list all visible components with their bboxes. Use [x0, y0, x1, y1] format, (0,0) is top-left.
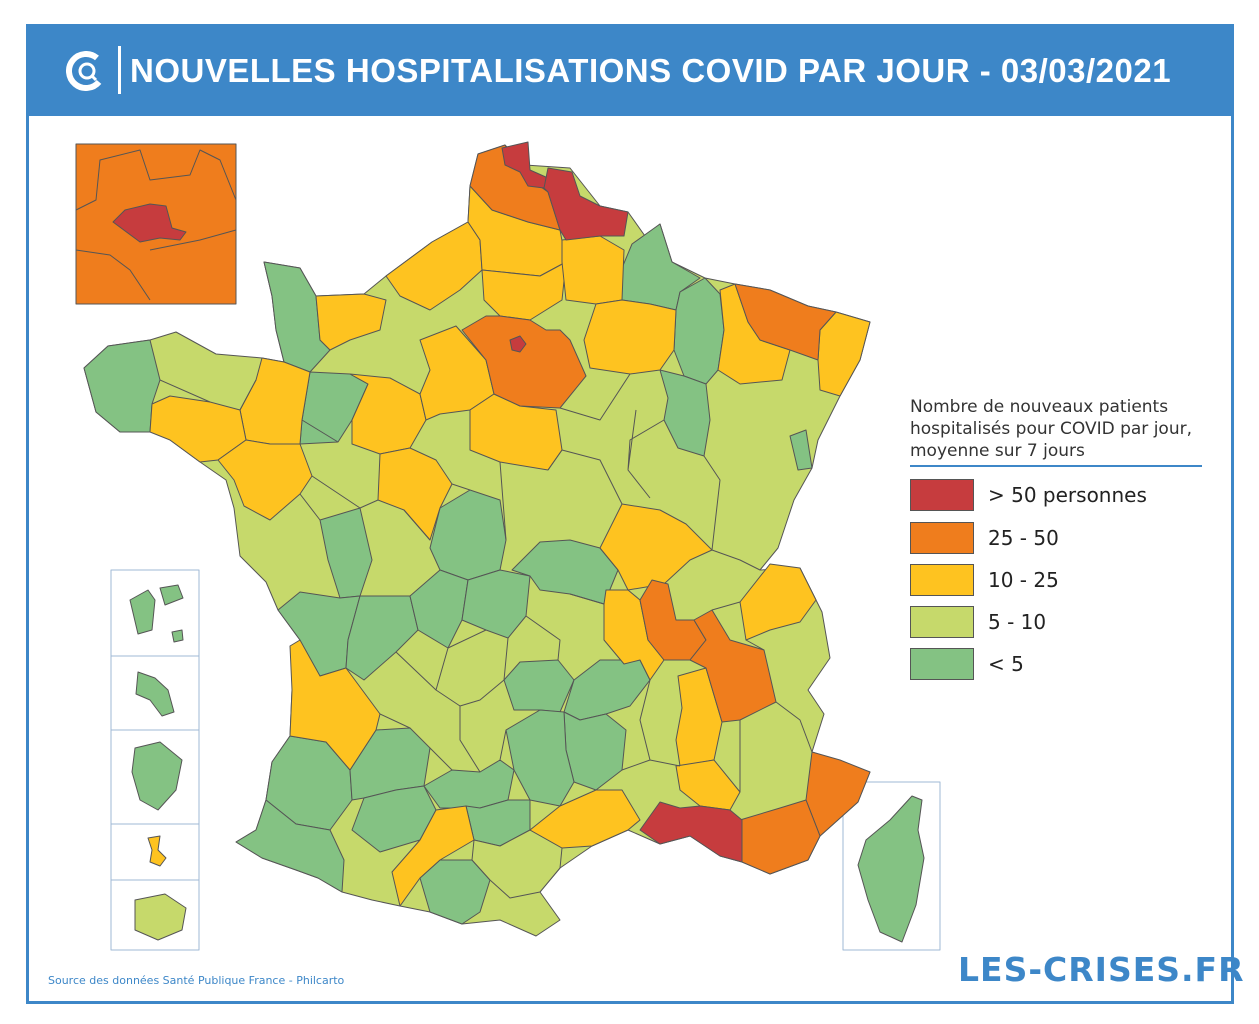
- department-region: [289, 639, 381, 771]
- department-region: [471, 829, 563, 899]
- department-region: [561, 235, 625, 305]
- paris-inset-boundary: [75, 149, 237, 211]
- guadeloupe-inset: [110, 569, 200, 657]
- department-border: [159, 373, 813, 792]
- department-region: [509, 335, 527, 353]
- brand-wordmark[interactable]: LES-CRISES.FR: [958, 950, 1245, 989]
- department-region: [734, 283, 837, 361]
- department-region: [599, 503, 713, 591]
- legend-swatch: [910, 606, 974, 638]
- reunion-inset: [110, 879, 200, 951]
- legend-item: 25 - 50: [910, 521, 1059, 555]
- department-region: [391, 805, 475, 907]
- department-region: [739, 563, 817, 641]
- legend-swatch: [910, 564, 974, 596]
- header-banner: NOUVELLES HOSPITALISATIONS COVID PAR JOU…: [26, 24, 1234, 116]
- department-region: [461, 569, 531, 639]
- department-region: [583, 299, 677, 375]
- legend-label: 5 - 10: [988, 610, 1047, 634]
- legend-label: > 50 personnes: [988, 483, 1147, 507]
- legend-title-line: hospitalisés pour COVID par jour,: [910, 419, 1192, 439]
- les-crises-logo-icon: [66, 51, 106, 91]
- department-region: [461, 315, 587, 409]
- department-region: [419, 325, 495, 421]
- legend-title-line: Nombre de nouveaux patients: [910, 397, 1169, 417]
- department-region: [505, 709, 575, 807]
- department-region: [739, 799, 821, 875]
- legend-label: 10 - 25: [988, 568, 1059, 592]
- reunion-shape: [134, 893, 187, 941]
- martinique-shape: [135, 671, 175, 717]
- legend-swatch: [910, 522, 974, 554]
- legend-item: > 50 personnes: [910, 478, 1147, 512]
- department-region: [817, 311, 871, 397]
- guyane-shape: [131, 741, 183, 811]
- department-region: [217, 439, 313, 521]
- header-separator: [118, 46, 121, 94]
- paris-inset-boundary: [75, 229, 237, 301]
- department-region: [529, 789, 641, 849]
- legend-swatch: [910, 648, 974, 680]
- legend-item: 10 - 25: [910, 563, 1059, 597]
- legend-title-line: moyenne sur 7 jours: [910, 441, 1085, 461]
- legend-label: < 5: [988, 652, 1024, 676]
- department-region: [377, 447, 453, 541]
- department-region: [481, 261, 567, 321]
- corse-shape: [857, 795, 925, 943]
- department-region: [315, 293, 387, 351]
- legend-divider: [910, 465, 1202, 467]
- legend-swatch: [910, 479, 974, 511]
- legend-item: 5 - 10: [910, 605, 1046, 639]
- department-region: [419, 859, 491, 925]
- department-region: [263, 261, 331, 373]
- legend-item: < 5: [910, 647, 1024, 681]
- data-source: Source des données Santé Publique France…: [48, 974, 345, 987]
- paris-inset-department: [112, 203, 187, 243]
- department-region: [345, 595, 419, 681]
- guadeloupe-shape: [129, 584, 184, 643]
- department-region: [639, 801, 743, 863]
- legend-label: 25 - 50: [988, 526, 1059, 550]
- department-region: [503, 659, 575, 713]
- department-region: [543, 167, 629, 241]
- department-region: [83, 339, 161, 433]
- mayotte-shape: [147, 835, 167, 867]
- legend-title: Nombre de nouveaux patients hospitalisés…: [910, 396, 1210, 462]
- department-region: [789, 429, 813, 471]
- page-title: NOUVELLES HOSPITALISATIONS COVID PAR JOU…: [130, 52, 1172, 89]
- department-region: [149, 395, 247, 463]
- corse-inset: [842, 781, 941, 951]
- department-region: [235, 799, 345, 893]
- department-region: [673, 277, 725, 385]
- paris-inset: [75, 143, 237, 305]
- department-region: [511, 539, 619, 605]
